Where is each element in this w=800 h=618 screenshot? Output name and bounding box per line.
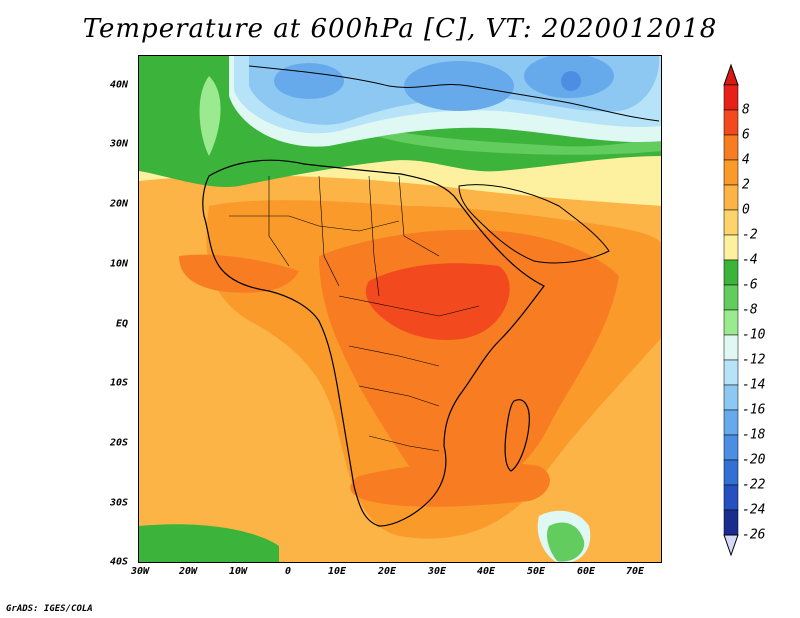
colorbar-tick-label: -20 (742, 452, 766, 468)
colorbar-box (723, 259, 739, 286)
colorbar-tick-label: -6 (742, 277, 758, 293)
hot-southern-band (350, 461, 550, 507)
credit-text: GrADS: IGES/COLA (6, 604, 93, 614)
lon-tick-label: 30E (427, 566, 447, 577)
colorbar-over-triangle (723, 63, 739, 86)
lon-tick-label: 20W (178, 566, 198, 577)
map-svg (139, 56, 661, 562)
light-green-band (329, 116, 661, 155)
colorbar-tick-label: -14 (742, 377, 766, 393)
colorbar-tick-label: 4 (742, 152, 750, 168)
colorbar-tick-label: -4 (742, 252, 758, 268)
colorbar-box (723, 434, 739, 461)
lon-tick-label: 70E (625, 566, 645, 577)
colorbar-box (723, 234, 739, 261)
colorbar-tick-label: -12 (742, 352, 766, 368)
colorbar-box (723, 359, 739, 386)
lat-tick-label: 10N (109, 258, 128, 270)
hot-west-africa (179, 254, 299, 293)
colorbar-tick-label: -8 (742, 302, 758, 318)
madagascar-coastline (504, 399, 530, 472)
arabia-coastline (458, 184, 610, 264)
colorbar-tick-label: -2 (742, 227, 758, 243)
colorbar-tick-label: -16 (742, 402, 766, 418)
colorbar-box (723, 109, 739, 136)
coldest-core (561, 71, 581, 91)
colorbar-box (723, 334, 739, 361)
colorbar-box (723, 459, 739, 486)
southeast-green-patch (546, 522, 585, 562)
colorbar-tick-label: -24 (742, 502, 766, 518)
lat-tick-label: 10S (109, 377, 128, 389)
lon-tick-label: 60E (576, 566, 596, 577)
europe-coastline (248, 65, 660, 122)
lat-tick-label: EQ (115, 318, 128, 330)
lat-tick-label: 40S (109, 556, 128, 568)
colorbar-box (723, 84, 739, 111)
colorbar-box (723, 409, 739, 436)
colorbar-box (723, 284, 739, 311)
deep-blue-core-west (274, 63, 344, 99)
lat-tick-label: 30S (109, 497, 128, 509)
pale-green-patch (199, 76, 221, 156)
lon-tick-label: 30W (130, 566, 150, 577)
lon-tick-label: 10E (327, 566, 347, 577)
colorbar-tick-label: -18 (742, 427, 766, 443)
deep-blue-core-east (404, 61, 514, 111)
colorbar-box (723, 184, 739, 211)
lon-tick-label: 40E (476, 566, 496, 577)
colorbar-tick-label: 0 (742, 202, 750, 218)
colorbar-box (723, 209, 739, 236)
colorbar-box (723, 384, 739, 411)
colorbar-box (723, 309, 739, 336)
colorbar-tick-label: 8 (742, 102, 750, 118)
colorbar-tick-label: -26 (742, 527, 766, 543)
lon-tick-label: 10W (228, 566, 248, 577)
africa-coastline (202, 159, 545, 527)
hottest-core (365, 263, 510, 341)
colorbar-box (723, 484, 739, 511)
lon-tick-label: 20E (377, 566, 397, 577)
colorbar-box (723, 159, 739, 186)
lon-tick-label: 0 (284, 566, 292, 577)
colorbar-tick-label: 6 (742, 127, 750, 143)
lat-tick-label: 40N (109, 79, 128, 91)
colorbar-box (723, 134, 739, 161)
colorbar-tick-label: 2 (742, 177, 750, 193)
southwest-green-patch (139, 524, 279, 562)
lat-tick-label: 20S (109, 437, 128, 449)
lat-tick-label: 20N (109, 198, 128, 210)
lon-tick-label: 50E (526, 566, 546, 577)
colorbar-tick-label: -22 (742, 477, 766, 493)
chart-title: Temperature at 600hPa [C], VT: 202001201… (82, 14, 718, 44)
colorbar (723, 63, 739, 557)
colorbar-under-triangle (723, 534, 739, 557)
lat-tick-label: 30N (109, 138, 128, 150)
colorbar-boxes (723, 63, 739, 557)
colorbar-tick-label: -10 (742, 327, 766, 343)
country-borders (229, 175, 480, 452)
temperature-map (138, 55, 662, 563)
colorbar-box (723, 509, 739, 536)
